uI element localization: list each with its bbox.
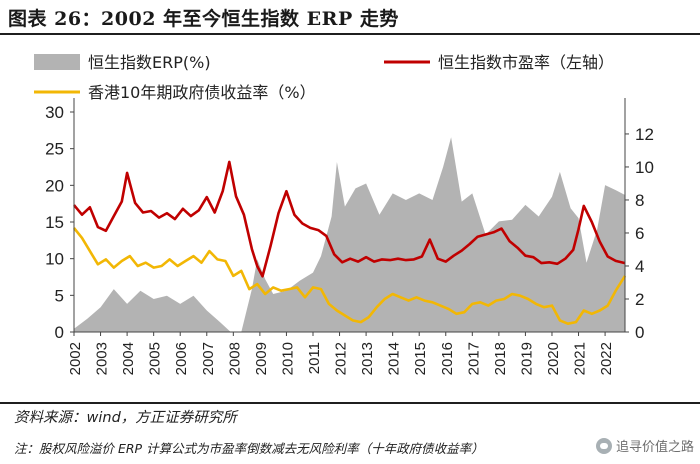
left-tick-label: 0 [55,323,64,342]
x-tick-label: 2007 [200,342,217,375]
x-tick-label: 2017 [465,342,482,375]
left-tick-label: 15 [45,213,64,232]
legend-label-erp: 恒生指数ERP(%) [88,53,211,72]
figure-title: 图表 26：2002 年至今恒生指数 ERP 走势 [8,8,399,30]
erp-area [74,137,625,332]
x-tick-label: 2016 [439,342,456,375]
legend-swatch-erp [34,54,80,70]
left-tick-label: 10 [45,250,64,269]
x-tick-label: 2004 [120,342,137,375]
right-tick-label: 6 [635,224,644,243]
x-tick-label: 2003 [94,342,111,375]
legend-label-pe: 恒生指数市盈率（左轴） [438,53,614,72]
x-tick-label: 2022 [598,342,615,375]
top-rule [0,33,700,35]
x-tick-label: 2019 [518,342,535,375]
left-tick-label: 20 [45,176,64,195]
x-tick-label: 2021 [572,342,589,375]
x-tick-label: 2009 [253,342,270,375]
x-tick-label: 2011 [306,342,323,374]
formula-note: 注：股权风险溢价 ERP 计算公式为市盈率倒数减去无风险利率（十年政府债收益率） [14,441,484,456]
x-tick-label: 2005 [147,342,164,375]
right-tick-label: 0 [635,323,644,342]
yield-line [72,227,627,326]
x-tick-label: 2010 [279,342,296,375]
chart: 0 5 10 15 20 25 30 0 2 4 6 8 10 12 2002 2003 2004 2005 200… [34,53,654,375]
x-tick-label: 2018 [492,342,509,375]
x-tick-label: 2014 [386,342,403,375]
x-tick-label: 2012 [333,342,350,375]
right-tick-label: 2 [635,290,644,309]
x-tick-label: 2020 [545,342,562,375]
right-tick-label: 12 [635,125,654,144]
x-tick-label: 2006 [173,342,190,375]
x-tick-label: 2015 [412,342,429,375]
source-note: 资料来源：wind，方正证券研究所 [14,410,237,426]
x-tick-label: 2013 [359,342,376,375]
right-tick-label: 8 [635,191,644,210]
x-tick-label: 2002 [67,342,84,375]
pe-line [73,160,626,278]
left-tick-label: 5 [55,286,64,305]
right-tick-label: 4 [635,257,644,276]
left-tick-label: 25 [45,140,64,159]
bottom-rule [0,402,700,404]
watermark-text: 追寻价值之路 [615,440,694,455]
left-tick-label: 30 [45,103,64,122]
wechat-icon [595,437,612,454]
right-tick-label: 10 [635,158,654,177]
watermark: 追寻价值之路 [595,436,694,455]
legend-label-yield: 香港10年期政府债收益率（%） [88,83,316,102]
x-tick-label: 2008 [226,342,243,375]
